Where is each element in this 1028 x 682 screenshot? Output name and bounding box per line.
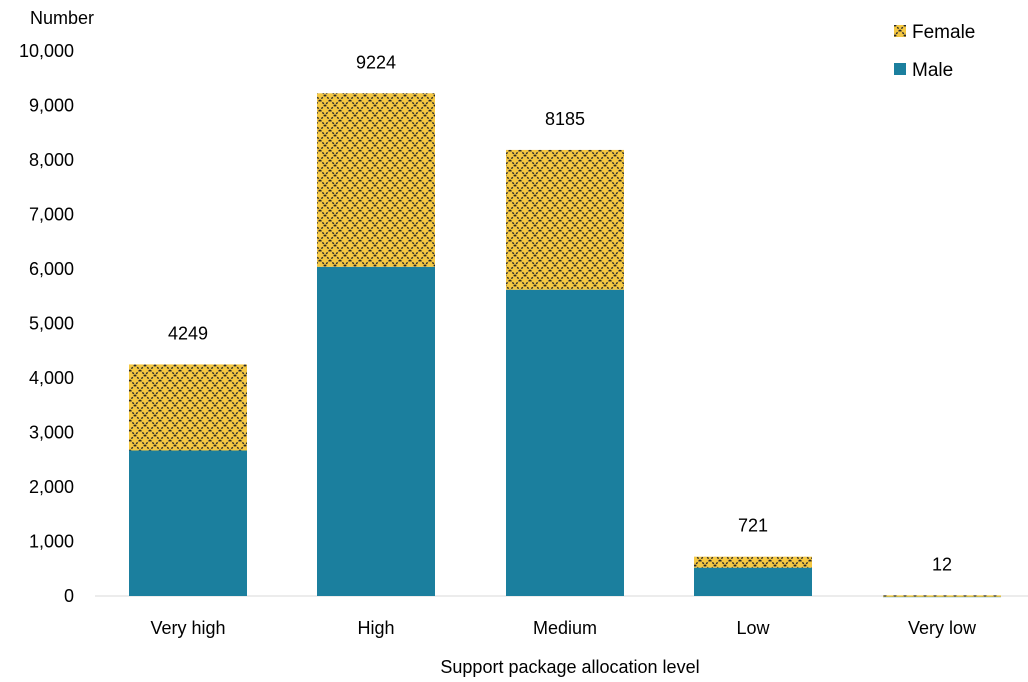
x-tick-label: Low — [736, 618, 770, 638]
total-label: 8185 — [545, 109, 585, 129]
x-tick-label: Medium — [533, 618, 597, 638]
y-tick-label: 2,000 — [29, 477, 74, 497]
data-labels: 4249 9224 8185 721 12 — [168, 52, 952, 574]
legend-swatch-female — [894, 25, 906, 37]
total-label: 721 — [738, 516, 768, 536]
bar-male — [694, 567, 812, 596]
y-tick-label: 0 — [64, 586, 74, 606]
total-label: 9224 — [356, 52, 396, 72]
bar-male — [506, 289, 624, 596]
x-tick-label: High — [357, 618, 394, 638]
y-tick-label: 4,000 — [29, 368, 74, 388]
bar-female — [883, 595, 1001, 597]
total-label: 4249 — [168, 323, 208, 343]
y-axis-ticks: 0 1,000 2,000 3,000 4,000 5,000 6,000 7,000 8,00… — [19, 41, 74, 606]
bar-female — [506, 149, 624, 290]
x-axis-ticks: Very high High Medium Low Very low — [150, 618, 977, 638]
total-label: 12 — [932, 554, 952, 574]
bar-female — [129, 364, 247, 451]
bar-male — [129, 450, 247, 596]
x-axis-title: Support package allocation level — [440, 657, 699, 677]
y-tick-label: 10,000 — [19, 41, 74, 61]
y-tick-label: 3,000 — [29, 423, 74, 443]
bar-female — [317, 93, 435, 267]
legend: Female Male — [894, 22, 975, 81]
y-tick-label: 7,000 — [29, 205, 74, 225]
legend-label-male: Male — [912, 60, 953, 81]
bars — [129, 93, 1001, 598]
y-tick-label: 9,000 — [29, 96, 74, 116]
x-tick-label: Very low — [908, 618, 977, 638]
bar-female — [694, 556, 812, 568]
y-axis-title: Number — [30, 8, 94, 28]
y-tick-label: 5,000 — [29, 314, 74, 334]
legend-label-female: Female — [912, 22, 975, 43]
y-tick-label: 6,000 — [29, 259, 74, 279]
bar-male — [317, 266, 435, 596]
x-tick-label: Very high — [150, 618, 225, 638]
y-tick-label: 1,000 — [29, 532, 74, 552]
legend-swatch-male — [894, 63, 906, 75]
y-tick-label: 8,000 — [29, 150, 74, 170]
